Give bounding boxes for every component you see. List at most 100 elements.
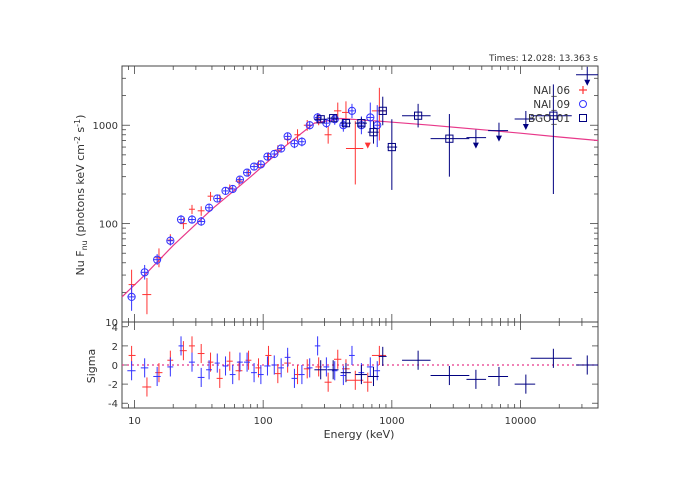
data-point-nai09 (213, 194, 222, 203)
residual-point-bgo01 (340, 363, 351, 383)
time-annotation: Times: 12.028: 13.363 s (488, 54, 598, 64)
upper-limit-bgo01 (495, 135, 502, 142)
residual-point-nai06 (226, 351, 233, 371)
data-point-nai09 (204, 203, 214, 212)
data-point-nai09 (256, 160, 265, 169)
residual-point-nai09 (222, 356, 229, 376)
residual-y-tick-label: 4 (112, 323, 118, 334)
residual-point-nai09 (366, 357, 374, 377)
circle-marker (127, 292, 136, 301)
circle-marker (270, 149, 279, 159)
y-tick-label: 100 (99, 220, 118, 231)
residual-point-bgo01 (355, 365, 367, 385)
square-marker (341, 119, 351, 128)
circle-marker (305, 121, 314, 130)
residual-point-nai09 (140, 358, 149, 378)
data-point-bgo01 (387, 119, 398, 190)
residual-point-nai09 (271, 355, 277, 375)
plot-frame (121, 65, 599, 323)
legend-marker-square (579, 114, 587, 122)
data-point-nai09 (270, 149, 279, 159)
circle-marker (235, 175, 245, 184)
residual-point-bgo01 (402, 350, 431, 370)
data-point-bgo01 (340, 119, 351, 128)
data-point-bgo01 (402, 103, 431, 128)
circle-marker (213, 194, 222, 203)
data-point-nai09 (249, 162, 259, 171)
y-axis-label-exp1: -2 (73, 136, 82, 144)
y-axis-label: Nu Fnu (photons keV cm-2 s-1) (73, 115, 89, 276)
y-tick-label: 1000 (93, 121, 118, 132)
data-point-nai06 (345, 121, 364, 185)
y-axis-label-exp2: -1 (73, 119, 82, 127)
square-marker (445, 134, 454, 143)
data-point-bgo01 (314, 115, 327, 124)
residual-point-nai09 (206, 360, 212, 380)
circle-marker (166, 236, 175, 245)
residual-point-nai09 (284, 347, 291, 367)
residual-point-nai09 (244, 352, 250, 372)
residual-point-nai09 (214, 353, 220, 373)
y-axis-label-sub: nu (80, 240, 89, 250)
legend: NAI_06 NAI_09 BGO_01 (528, 85, 587, 125)
square-marker (414, 111, 423, 120)
data-point-nai09 (153, 254, 162, 265)
x-tick-label: 1000 (379, 416, 404, 427)
residual-point-nai09 (314, 336, 321, 356)
data-point-nai09 (187, 215, 197, 224)
circle-marker (330, 115, 339, 124)
residual-point-nai06 (324, 372, 332, 392)
residual-point-nai09 (257, 365, 264, 385)
legend-label-bgo01: BGO_01 (528, 113, 570, 125)
upper-limit-bgo01 (584, 79, 591, 86)
x-tick-label: 100 (254, 416, 273, 427)
circle-marker (283, 132, 292, 141)
residual-point-nai09 (374, 361, 381, 381)
circle-marker (228, 184, 237, 194)
circle-marker (366, 113, 375, 122)
data-point-nai06 (333, 102, 342, 120)
residual-y-tick-label: -4 (108, 399, 118, 410)
data-point-nai09 (263, 152, 272, 161)
square-marker (378, 106, 387, 115)
residual-point-bgo01 (327, 360, 339, 380)
residual-point-bgo01 (367, 366, 379, 387)
residual-point-nai06 (345, 370, 364, 390)
circle-marker (313, 113, 322, 122)
residual-point-nai09 (153, 366, 161, 387)
residual-point-nai06 (188, 336, 195, 356)
residual-point-nai09 (197, 367, 205, 387)
residual-point-nai09 (323, 357, 330, 377)
data-point-nai06 (324, 126, 332, 144)
circle-marker (339, 121, 348, 130)
residual-point-nai06 (245, 350, 252, 370)
circle-marker (263, 152, 272, 161)
data-point-nai09 (339, 118, 348, 132)
residual-point-bgo01 (466, 369, 487, 389)
legend-label-nai06: NAI_06 (533, 85, 570, 97)
upper-limit-bgo01 (522, 123, 529, 130)
data-point-nai09 (221, 186, 230, 196)
residual-point-bgo01 (314, 360, 327, 380)
square-marker (329, 114, 338, 123)
y-axis-label-main: Nu F (74, 250, 87, 275)
residual-point-nai09 (299, 365, 305, 385)
y-axis-label-mid: s (74, 127, 87, 136)
legend-label-nai09: NAI_09 (533, 99, 570, 111)
residual-point-nai09 (340, 365, 347, 386)
square-marker (357, 119, 366, 128)
residual-point-nai09 (306, 358, 313, 378)
data-point-bgo01 (327, 114, 339, 123)
data-point-nai09 (127, 284, 136, 311)
data-point-nai09 (277, 144, 286, 153)
data-point-bgo01 (430, 114, 470, 177)
data-point-nai09 (297, 137, 306, 147)
data-point-nai09 (235, 175, 245, 184)
x-tick-label: 10000 (505, 416, 537, 427)
residual-point-nai06 (155, 363, 163, 383)
residual-point-nai09 (349, 345, 355, 365)
x-axis-label: Energy (keV) (324, 428, 395, 441)
residual-point-bgo01 (378, 346, 387, 366)
